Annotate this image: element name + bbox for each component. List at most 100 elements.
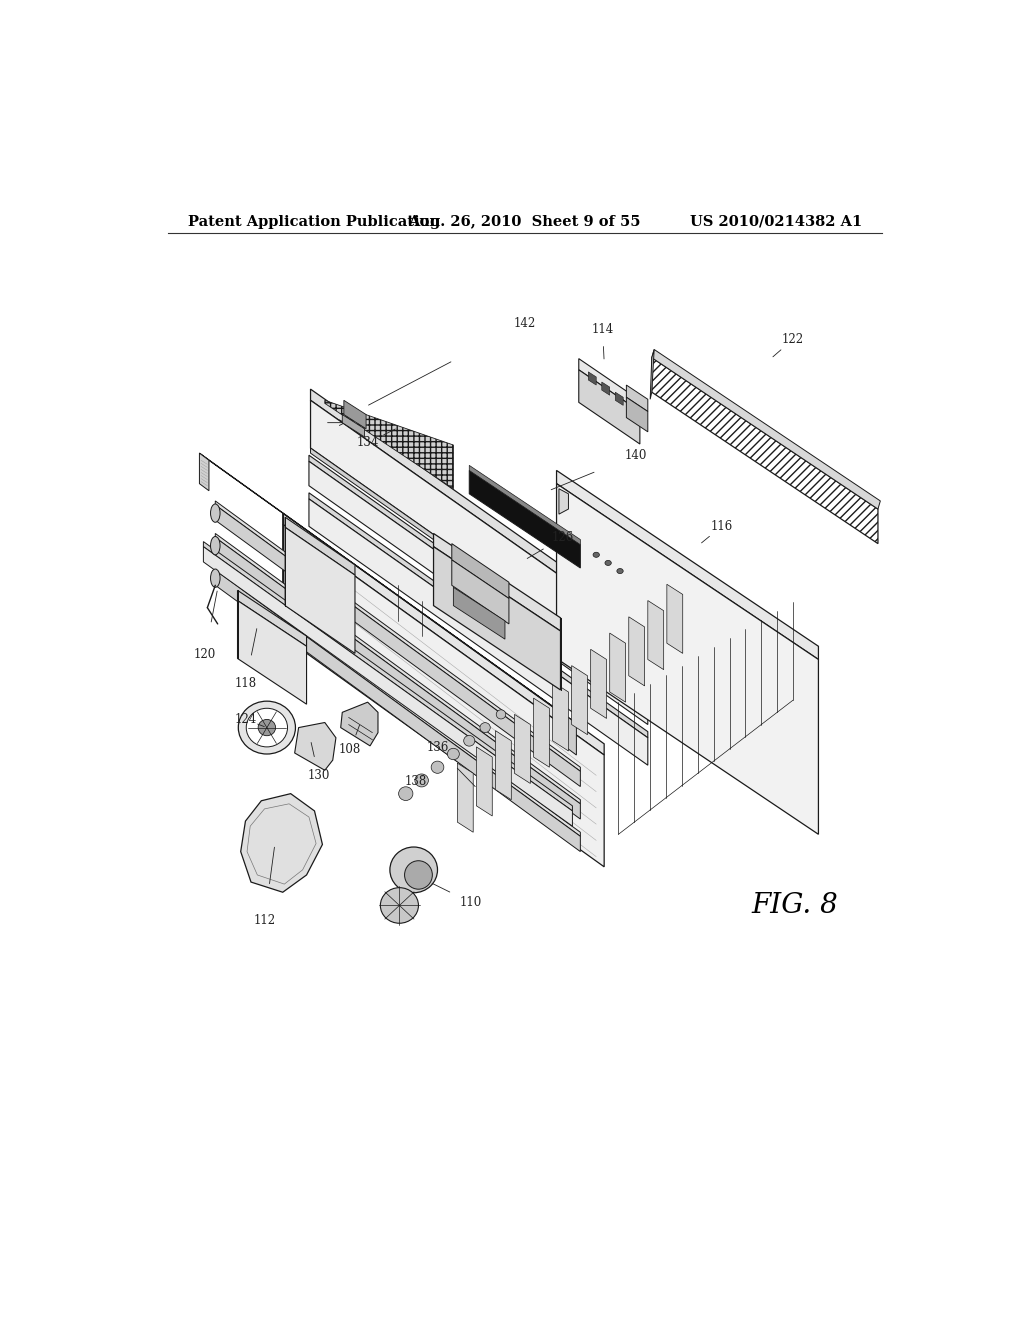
Polygon shape — [285, 528, 355, 653]
Text: 110: 110 — [460, 896, 482, 909]
Polygon shape — [476, 747, 493, 816]
Polygon shape — [215, 533, 581, 804]
Polygon shape — [557, 470, 818, 660]
Text: 112: 112 — [253, 915, 275, 927]
Text: Patent Application Publication: Patent Application Publication — [187, 215, 439, 228]
Polygon shape — [433, 533, 560, 631]
Polygon shape — [648, 601, 664, 669]
Text: 120: 120 — [194, 648, 216, 661]
Polygon shape — [295, 722, 336, 771]
Polygon shape — [667, 585, 683, 653]
Polygon shape — [458, 763, 473, 833]
Polygon shape — [559, 488, 568, 515]
Polygon shape — [615, 392, 624, 405]
Ellipse shape — [211, 536, 220, 554]
Ellipse shape — [415, 774, 428, 787]
Polygon shape — [534, 698, 550, 767]
Polygon shape — [452, 560, 509, 624]
Polygon shape — [579, 370, 640, 444]
Ellipse shape — [616, 569, 624, 574]
Text: Aug. 26, 2010  Sheet 9 of 55: Aug. 26, 2010 Sheet 9 of 55 — [409, 215, 641, 228]
Polygon shape — [200, 453, 209, 491]
Polygon shape — [567, 717, 577, 755]
Polygon shape — [204, 546, 572, 826]
Polygon shape — [591, 649, 606, 718]
Text: 130: 130 — [307, 768, 330, 781]
Ellipse shape — [380, 887, 419, 923]
Ellipse shape — [258, 719, 275, 735]
Polygon shape — [609, 634, 626, 702]
Ellipse shape — [390, 847, 437, 892]
Polygon shape — [309, 461, 648, 725]
Polygon shape — [341, 702, 378, 746]
Text: 114: 114 — [592, 322, 613, 335]
Text: 140: 140 — [625, 449, 647, 462]
Polygon shape — [344, 400, 367, 429]
Polygon shape — [602, 381, 609, 395]
Polygon shape — [433, 546, 560, 690]
Text: US 2010/0214382 A1: US 2010/0214382 A1 — [690, 215, 862, 228]
Ellipse shape — [464, 735, 475, 746]
Polygon shape — [200, 453, 577, 723]
Polygon shape — [310, 400, 652, 688]
Polygon shape — [309, 499, 648, 766]
Polygon shape — [469, 466, 581, 545]
Polygon shape — [283, 524, 604, 867]
Polygon shape — [454, 587, 505, 639]
Polygon shape — [342, 414, 365, 437]
Text: 138: 138 — [404, 775, 426, 788]
Ellipse shape — [480, 722, 490, 733]
Text: 134: 134 — [356, 437, 379, 450]
Ellipse shape — [211, 569, 220, 587]
Ellipse shape — [239, 701, 296, 754]
Polygon shape — [241, 793, 323, 892]
Polygon shape — [238, 601, 306, 704]
Polygon shape — [325, 400, 454, 488]
Polygon shape — [204, 541, 572, 810]
Polygon shape — [629, 616, 645, 686]
Polygon shape — [496, 731, 511, 800]
Text: 126: 126 — [552, 531, 574, 544]
Polygon shape — [627, 385, 648, 412]
Polygon shape — [215, 566, 581, 837]
Polygon shape — [215, 506, 581, 787]
Polygon shape — [469, 470, 581, 568]
Text: 108: 108 — [339, 743, 361, 756]
Polygon shape — [215, 537, 581, 818]
Ellipse shape — [431, 762, 443, 774]
Ellipse shape — [404, 861, 432, 890]
Polygon shape — [238, 590, 306, 647]
Polygon shape — [283, 513, 604, 755]
Polygon shape — [588, 372, 596, 385]
Polygon shape — [652, 350, 881, 510]
Text: 118: 118 — [234, 677, 257, 690]
Ellipse shape — [605, 561, 611, 565]
Polygon shape — [452, 544, 509, 598]
Polygon shape — [309, 492, 648, 738]
Polygon shape — [650, 350, 654, 399]
Polygon shape — [557, 483, 818, 834]
Polygon shape — [310, 389, 652, 640]
Polygon shape — [627, 397, 648, 432]
Ellipse shape — [211, 504, 220, 523]
Text: FIG. 8: FIG. 8 — [751, 892, 838, 919]
Text: 116: 116 — [711, 520, 733, 533]
Ellipse shape — [593, 552, 599, 557]
Text: 122: 122 — [782, 333, 804, 346]
Polygon shape — [579, 359, 640, 412]
Text: 124: 124 — [234, 713, 257, 726]
Polygon shape — [652, 358, 878, 544]
Ellipse shape — [398, 787, 413, 800]
Ellipse shape — [246, 709, 288, 747]
Text: 142: 142 — [514, 317, 536, 330]
Polygon shape — [215, 500, 581, 771]
Ellipse shape — [497, 710, 506, 719]
Polygon shape — [514, 714, 530, 784]
Polygon shape — [285, 517, 355, 576]
Ellipse shape — [447, 748, 460, 760]
Polygon shape — [571, 665, 588, 735]
Polygon shape — [215, 570, 581, 851]
Text: 136: 136 — [426, 742, 449, 755]
Polygon shape — [309, 455, 648, 700]
Polygon shape — [553, 682, 568, 751]
